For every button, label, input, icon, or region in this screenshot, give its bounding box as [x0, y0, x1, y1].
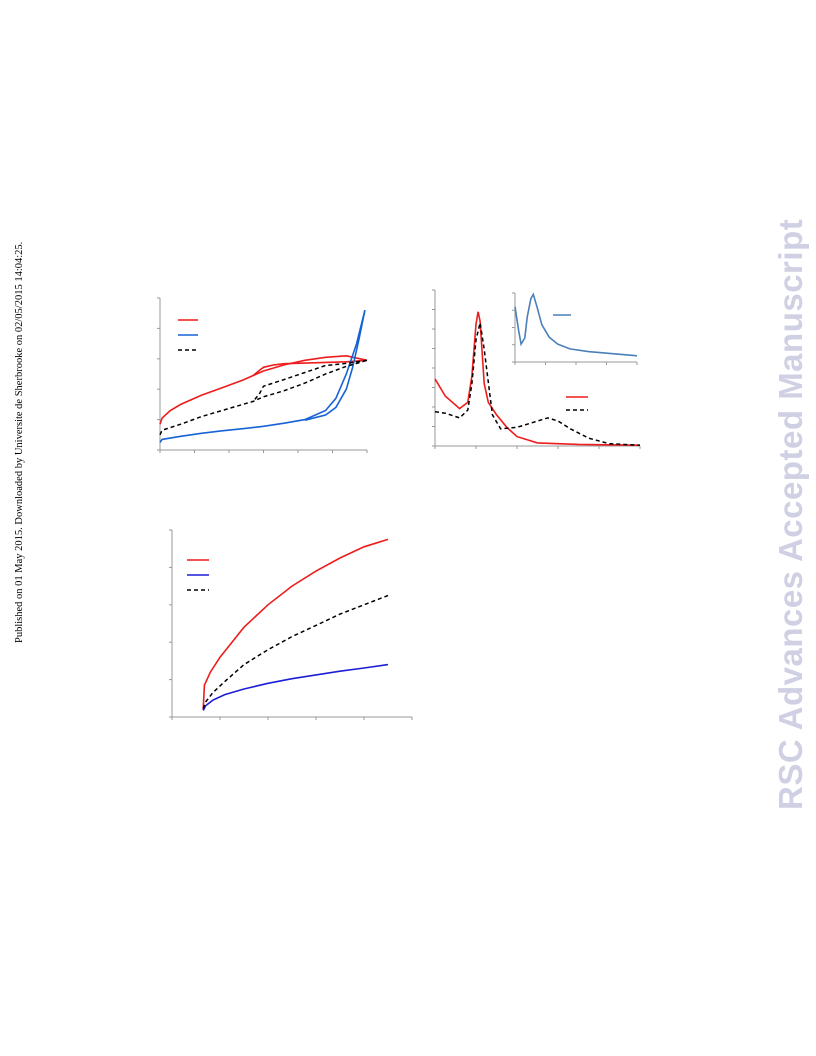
chart3-series-1-line [202, 538, 389, 710]
chart-panel-3 [169, 529, 413, 720]
chart2-series-1-line [434, 311, 641, 446]
chart1-series-3-desorption-line [252, 359, 368, 402]
chart-panel-1 [157, 297, 368, 453]
chart1-series-2-desorption-line [304, 310, 366, 421]
chart3-series-2-line [202, 663, 389, 711]
chart-panel-2 [432, 289, 641, 449]
chart1-series-2-line [159, 310, 366, 443]
chart1-series-3-line [159, 359, 368, 436]
chart3-series-3-line [202, 594, 389, 709]
chart2-inset [512, 292, 638, 365]
chart1-series-1-desorption-line [252, 359, 368, 377]
chart2-series-2-line [434, 322, 641, 446]
chart1-series-1-line [159, 354, 368, 425]
inset-series-1-line [514, 292, 638, 357]
